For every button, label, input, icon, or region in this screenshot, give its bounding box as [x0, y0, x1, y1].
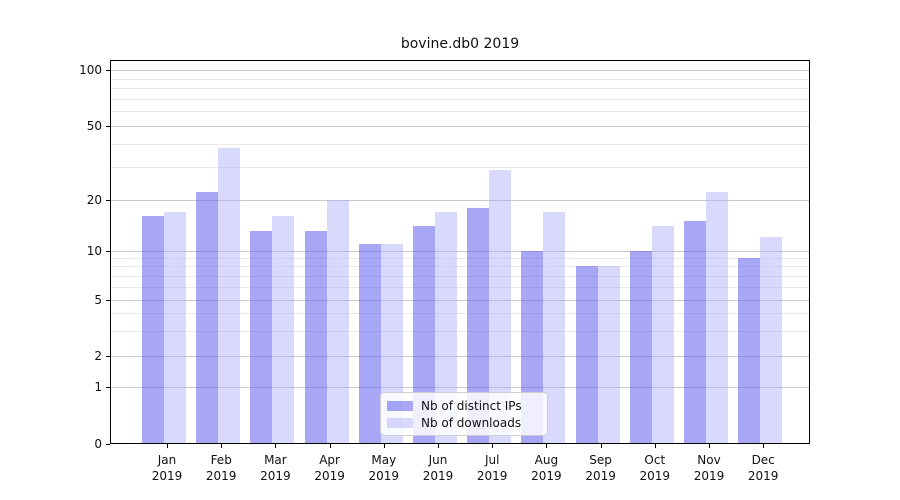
- bar-nb-of-downloads-aug-2019: [543, 211, 566, 444]
- bar-nb-of-downloads-mar-2019: [272, 216, 295, 444]
- x-tick-mark: [492, 444, 494, 448]
- x-axis-label: Mar 2019: [260, 453, 291, 483]
- x-tick-mark: [438, 444, 439, 448]
- x-tick-mark: [654, 444, 656, 448]
- bar-nb-of-distinct-ips-may-2019: [358, 243, 381, 444]
- x-axis-label: Jan 2019: [151, 453, 183, 483]
- minor-gridline: [111, 286, 809, 288]
- y-axis-tick-label: 5: [94, 292, 102, 307]
- x-axis-label: Oct 2019: [639, 453, 671, 483]
- y-axis-tick-label: 20: [86, 193, 102, 207]
- minor-gridline: [111, 275, 809, 277]
- minor-gridline: [111, 111, 809, 113]
- major-gridline: [111, 70, 809, 71]
- major-gridline: [111, 387, 809, 388]
- minor-gridline: [111, 266, 809, 268]
- y-axis-tick-label: 50: [86, 119, 102, 133]
- x-axis-label: Feb 2019: [205, 453, 237, 483]
- y-tick-mark: [106, 387, 110, 388]
- y-tick-mark: [106, 250, 110, 252]
- minor-gridline: [111, 167, 809, 169]
- x-tick-mark: [329, 444, 331, 448]
- minor-gridline: [111, 88, 809, 90]
- bar-nb-of-downloads-oct-2019: [651, 225, 674, 444]
- x-tick-mark: [546, 444, 548, 448]
- bar-nb-of-distinct-ips-apr-2019: [304, 231, 327, 444]
- y-tick-mark: [106, 200, 110, 201]
- minor-gridline: [111, 78, 809, 80]
- x-tick-mark: [600, 444, 602, 448]
- legend-swatch-distinct-ips: [387, 400, 413, 411]
- bar-nb-of-downloads-apr-2019: [326, 200, 349, 444]
- y-tick-mark: [106, 126, 110, 127]
- major-gridline: [111, 356, 809, 357]
- x-tick-mark: [709, 444, 710, 448]
- legend-swatch-downloads: [387, 417, 413, 428]
- x-axis-label: Jun 2019: [422, 453, 454, 483]
- x-tick-mark: [383, 444, 385, 448]
- x-axis-label: Sep 2019: [585, 453, 616, 483]
- bar-nb-of-distinct-ips-jan-2019: [142, 216, 164, 444]
- bar-nb-of-downloads-jul-2019: [489, 169, 512, 444]
- bar-nb-of-distinct-ips-feb-2019: [196, 192, 219, 444]
- bar-nb-of-downloads-sep-2019: [597, 266, 620, 444]
- y-tick-mark: [106, 444, 110, 445]
- minor-gridline: [111, 313, 809, 315]
- bar-nb-of-downloads-jan-2019: [164, 211, 186, 444]
- y-axis-tick-label: 2: [94, 349, 102, 363]
- minor-gridline: [111, 98, 809, 100]
- bar-nb-of-distinct-ips-jun-2019: [413, 225, 435, 444]
- bar-nb-of-downloads-jun-2019: [435, 211, 457, 444]
- x-tick-mark: [221, 444, 223, 448]
- x-axis-label: Dec 2019: [747, 453, 779, 483]
- bar-nb-of-distinct-ips-nov-2019: [684, 220, 706, 444]
- bar-nb-of-distinct-ips-mar-2019: [250, 231, 273, 444]
- y-tick-mark: [106, 356, 110, 357]
- major-gridline: [111, 200, 809, 201]
- x-axis-label: Aug 2019: [531, 453, 562, 483]
- minor-gridline: [111, 144, 809, 146]
- x-tick-mark: [763, 444, 765, 448]
- legend-item-downloads: Nb of downloads: [387, 416, 541, 430]
- bar-nb-of-downloads-dec-2019: [760, 237, 783, 444]
- x-axis-label: Nov 2019: [693, 453, 725, 483]
- y-axis-tick-label: 100: [79, 63, 102, 77]
- x-axis-label: Jul 2019: [476, 453, 508, 483]
- chart-title: bovine.db0 2019: [400, 36, 520, 52]
- legend-item-distinct-ips: Nb of distinct IPs: [387, 399, 541, 413]
- y-tick-mark: [106, 299, 110, 301]
- legend-label-distinct-ips: Nb of distinct IPs: [421, 398, 522, 413]
- bar-nb-of-distinct-ips-jul-2019: [467, 207, 490, 444]
- bar-nb-of-downloads-nov-2019: [706, 192, 728, 444]
- y-axis-tick-label: 1: [94, 380, 102, 394]
- x-axis-label: May 2019: [368, 453, 400, 483]
- y-axis-tick-label: 10: [86, 243, 102, 258]
- x-tick-mark: [275, 444, 277, 448]
- minor-gridline: [111, 330, 809, 332]
- major-gridline: [111, 299, 809, 301]
- legend-label-downloads: Nb of downloads: [421, 415, 522, 430]
- bar-nb-of-distinct-ips-oct-2019: [629, 250, 652, 444]
- bar-nb-of-downloads-feb-2019: [218, 148, 241, 444]
- bar-nb-of-distinct-ips-dec-2019: [738, 257, 761, 444]
- x-tick-mark: [167, 444, 168, 448]
- major-gridline: [111, 126, 809, 127]
- x-axis-label: Apr 2019: [314, 453, 345, 483]
- major-gridline: [111, 250, 809, 252]
- bar-nb-of-distinct-ips-sep-2019: [575, 266, 598, 444]
- legend: Nb of distinct IPs Nb of downloads: [380, 392, 548, 436]
- y-tick-mark: [106, 70, 110, 71]
- y-axis-tick-label: 0: [94, 437, 102, 451]
- minor-gridline: [111, 257, 809, 259]
